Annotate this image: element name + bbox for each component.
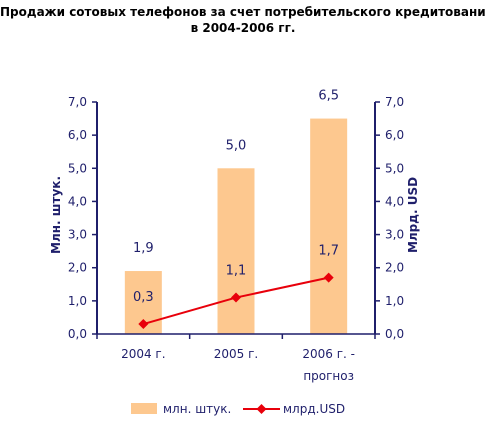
bar: [310, 118, 348, 334]
right-y-axis: 0,0 1,0 2,0 3,0 4,0 5,0 6,0 7,0: [374, 95, 404, 341]
legend-swatch-bar: [131, 403, 157, 414]
chart-title-line-1: Продажи сотовых телефонов за счет потреб…: [0, 5, 486, 19]
line-series: [138, 272, 334, 330]
bar-value-label: 1,9: [133, 241, 154, 256]
line-point-marker: [138, 319, 149, 330]
left-tick-label: 6,0: [68, 128, 87, 142]
right-tick-label: 5,0: [385, 161, 404, 175]
left-tick-label: 0,0: [68, 327, 87, 341]
legend-label-bar: млн. штук.: [163, 402, 231, 416]
x-tick-label: прогноз: [303, 369, 354, 383]
left-tick-label: 3,0: [68, 228, 87, 242]
right-axis-title: Млрд. USD: [406, 177, 420, 253]
left-tick-label: 4,0: [68, 194, 87, 208]
bar-value-label: 6,5: [318, 89, 339, 104]
chart-title-line-2: в 2004-2006 гг.: [190, 21, 296, 35]
line-point-marker: [231, 292, 241, 303]
x-tick-label: 2006 г. -: [302, 347, 355, 361]
right-tick-label: 3,0: [385, 228, 404, 242]
left-y-axis: 0,0 1,0 2,0 3,0 4,0 5,0 6,0 7,0: [68, 95, 98, 341]
line-point-marker: [323, 272, 334, 283]
bar-series: [124, 118, 348, 334]
right-tick-label: 0,0: [385, 327, 404, 341]
legend-swatch-marker: [256, 404, 267, 414]
x-tick-label: 2005 г.: [214, 347, 258, 361]
legend-label-line: млрд.USD: [283, 402, 345, 416]
right-tick-label: 6,0: [385, 128, 404, 142]
data-labels: 1,9 5,0 6,5 0,3 1,1 1,7: [133, 89, 339, 305]
legend: млн. штук. млрд.USD: [131, 402, 345, 416]
left-tick-label: 5,0: [68, 161, 87, 175]
line-value-label: 1,7: [318, 244, 339, 259]
left-tick-label: 7,0: [68, 95, 87, 109]
bar: [217, 168, 255, 334]
x-tick-label: 2004 г.: [121, 347, 165, 361]
left-axis-title: Млн. штук.: [49, 176, 63, 254]
right-tick-label: 2,0: [385, 261, 404, 275]
right-tick-label: 4,0: [385, 194, 404, 208]
line-value-label: 1,1: [226, 264, 247, 279]
right-tick-label: 1,0: [385, 294, 404, 308]
chart-title: Продажи сотовых телефонов за счет потреб…: [0, 4, 486, 36]
bar-value-label: 5,0: [226, 138, 247, 153]
x-axis: 2004 г. 2005 г. 2006 г. - прогноз: [96, 333, 376, 383]
line-value-label: 0,3: [133, 290, 154, 305]
left-tick-label: 1,0: [68, 294, 87, 308]
left-tick-label: 2,0: [68, 261, 87, 275]
right-tick-label: 7,0: [385, 95, 404, 109]
